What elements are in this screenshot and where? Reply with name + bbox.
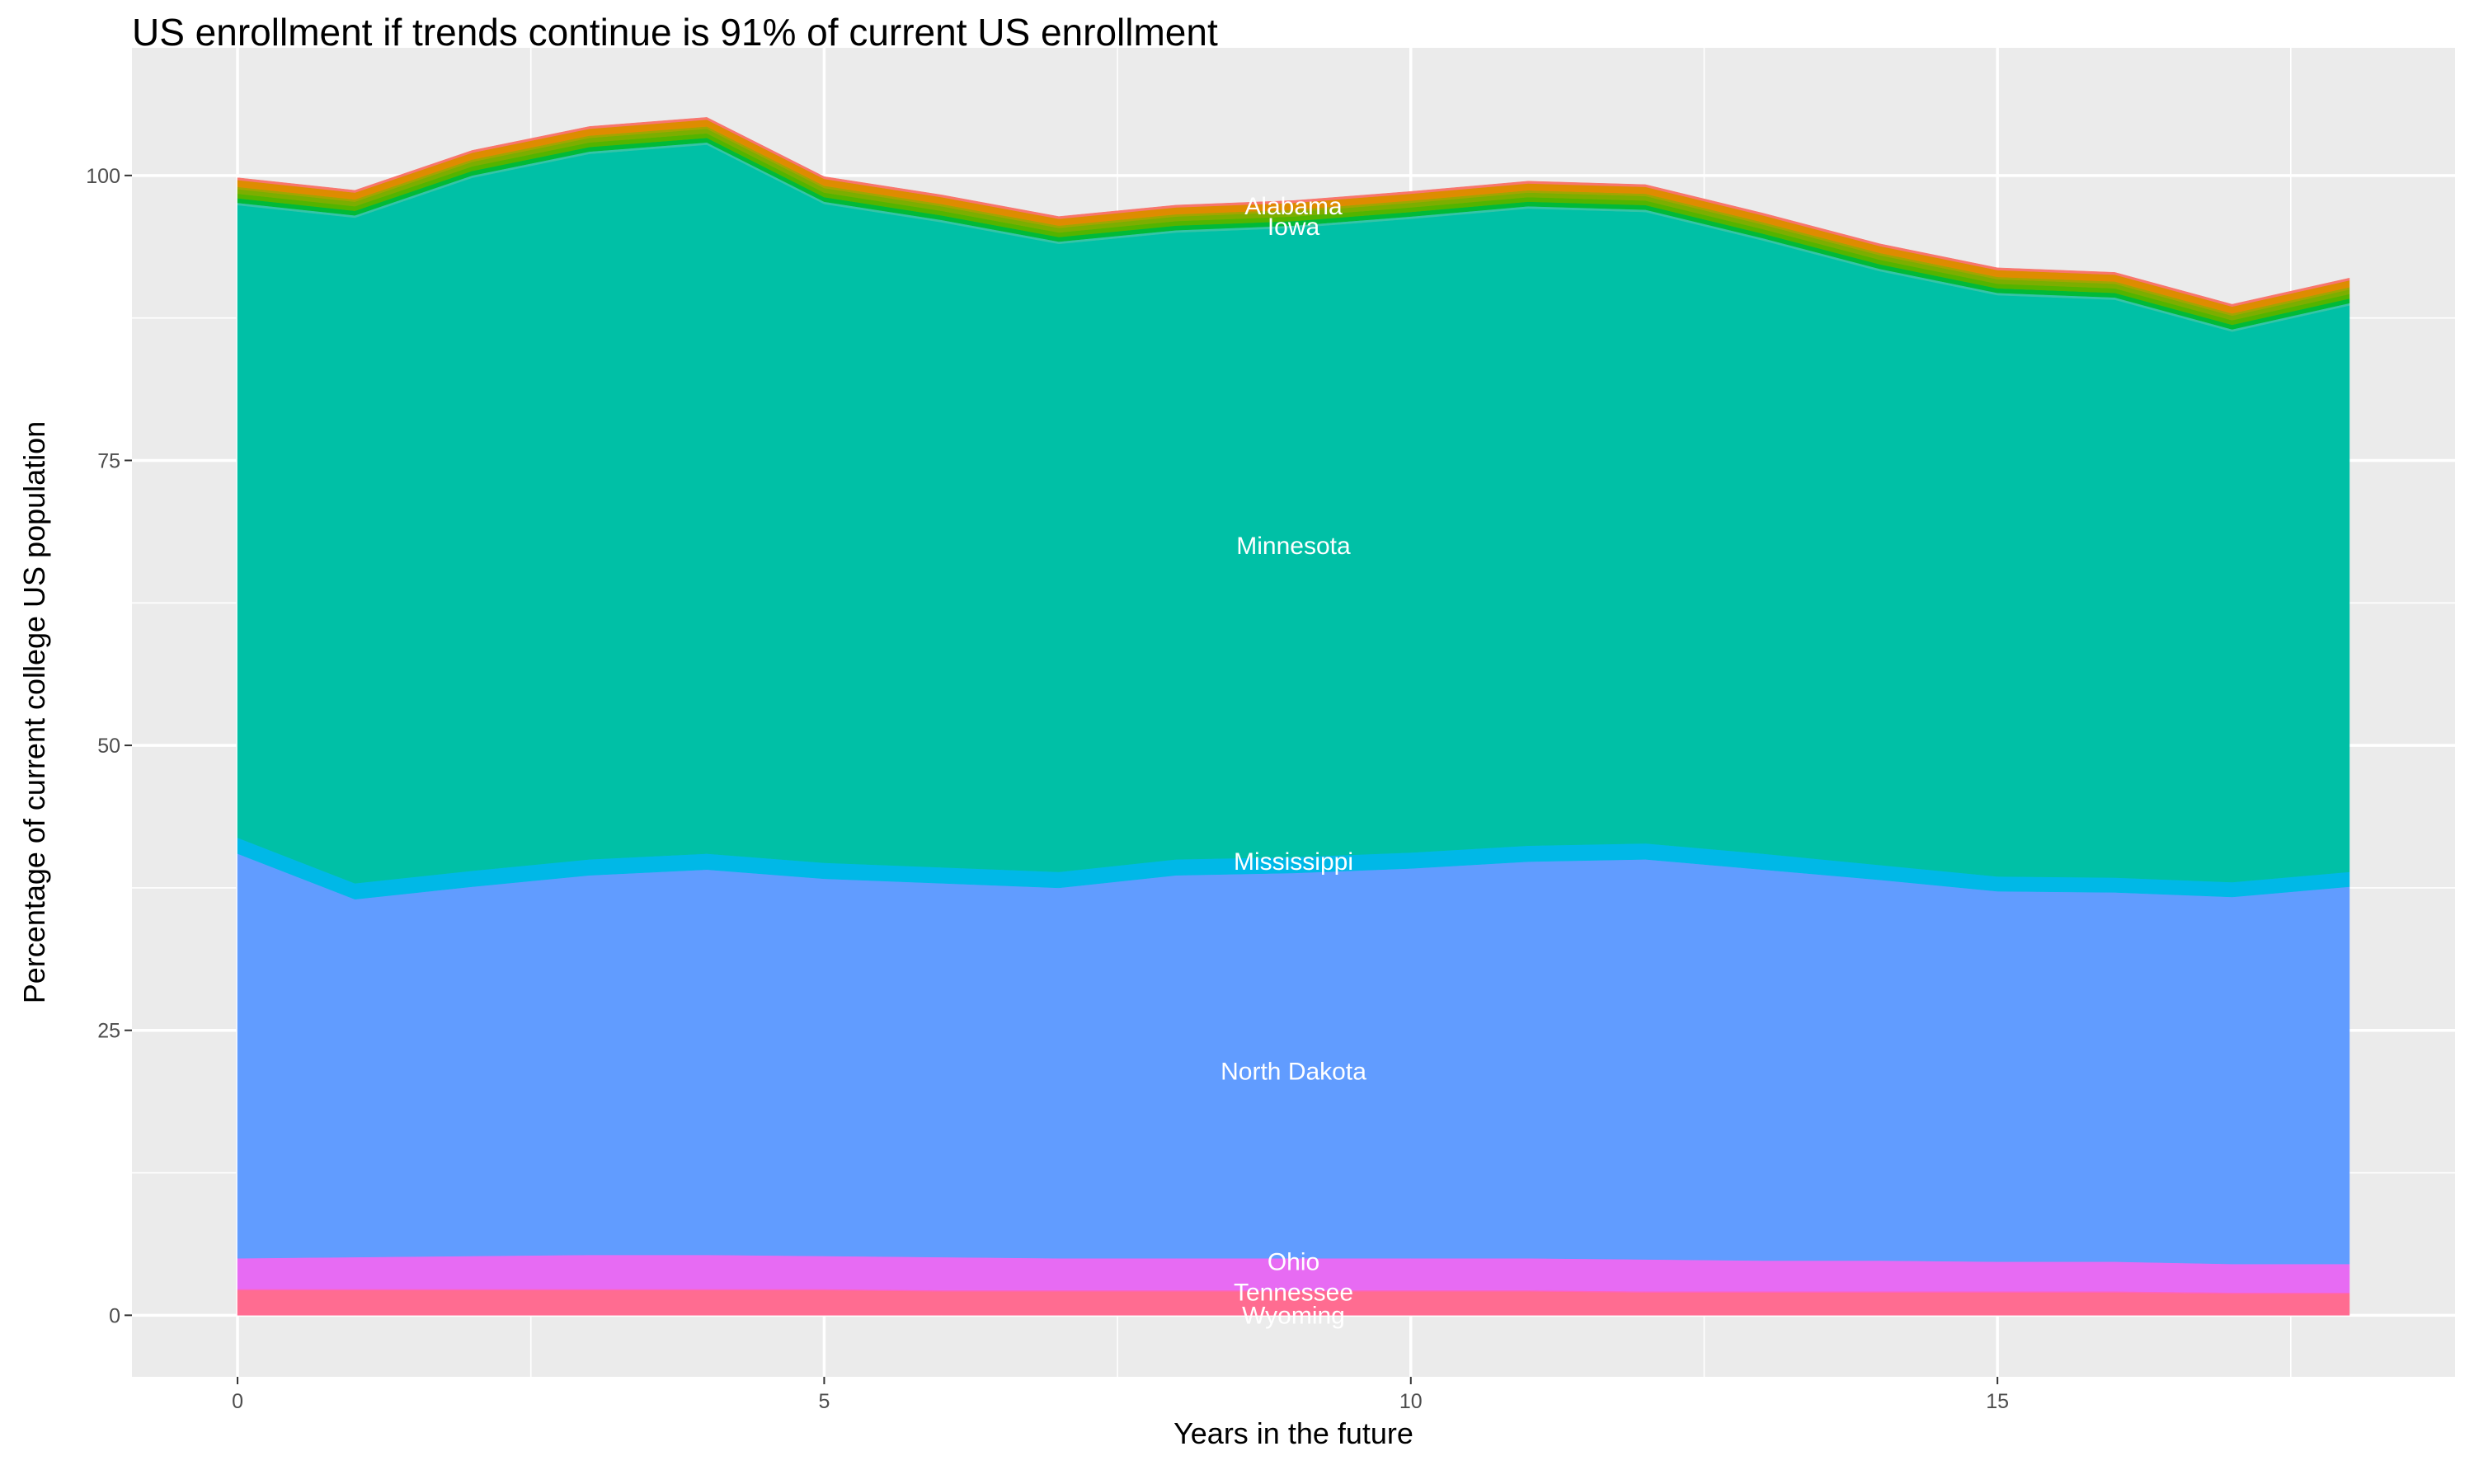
area-label: Mississippi <box>1234 848 1353 876</box>
x-tick-label: 0 <box>232 1390 243 1413</box>
y-tick-label: 75 <box>97 449 120 472</box>
area-label: Tennessee <box>1234 1280 1353 1307</box>
chart-title: US enrollment if trends continue is 91% … <box>132 11 1218 54</box>
x-tick-label: 10 <box>1399 1390 1423 1413</box>
area-label: Wyoming <box>1242 1302 1345 1329</box>
area-label: Ohio <box>1268 1248 1319 1275</box>
area-label: Minnesota <box>1236 533 1351 560</box>
y-axis-title: Percentage of current college US populat… <box>17 420 51 1004</box>
x-axis-title: Years in the future <box>1174 1416 1413 1450</box>
x-tick-label: 5 <box>818 1390 830 1413</box>
area-label: Iowa <box>1268 214 1320 241</box>
area-label: North Dakota <box>1221 1058 1366 1085</box>
area-series-12 <box>237 117 2350 308</box>
y-tick-label: 100 <box>86 165 120 188</box>
y-tick-label: 50 <box>97 735 120 758</box>
y-tick-label: 25 <box>97 1020 120 1043</box>
y-tick-label: 0 <box>109 1304 120 1327</box>
x-tick-label: 15 <box>1986 1390 2009 1413</box>
area-label: Alabama <box>1244 193 1343 220</box>
